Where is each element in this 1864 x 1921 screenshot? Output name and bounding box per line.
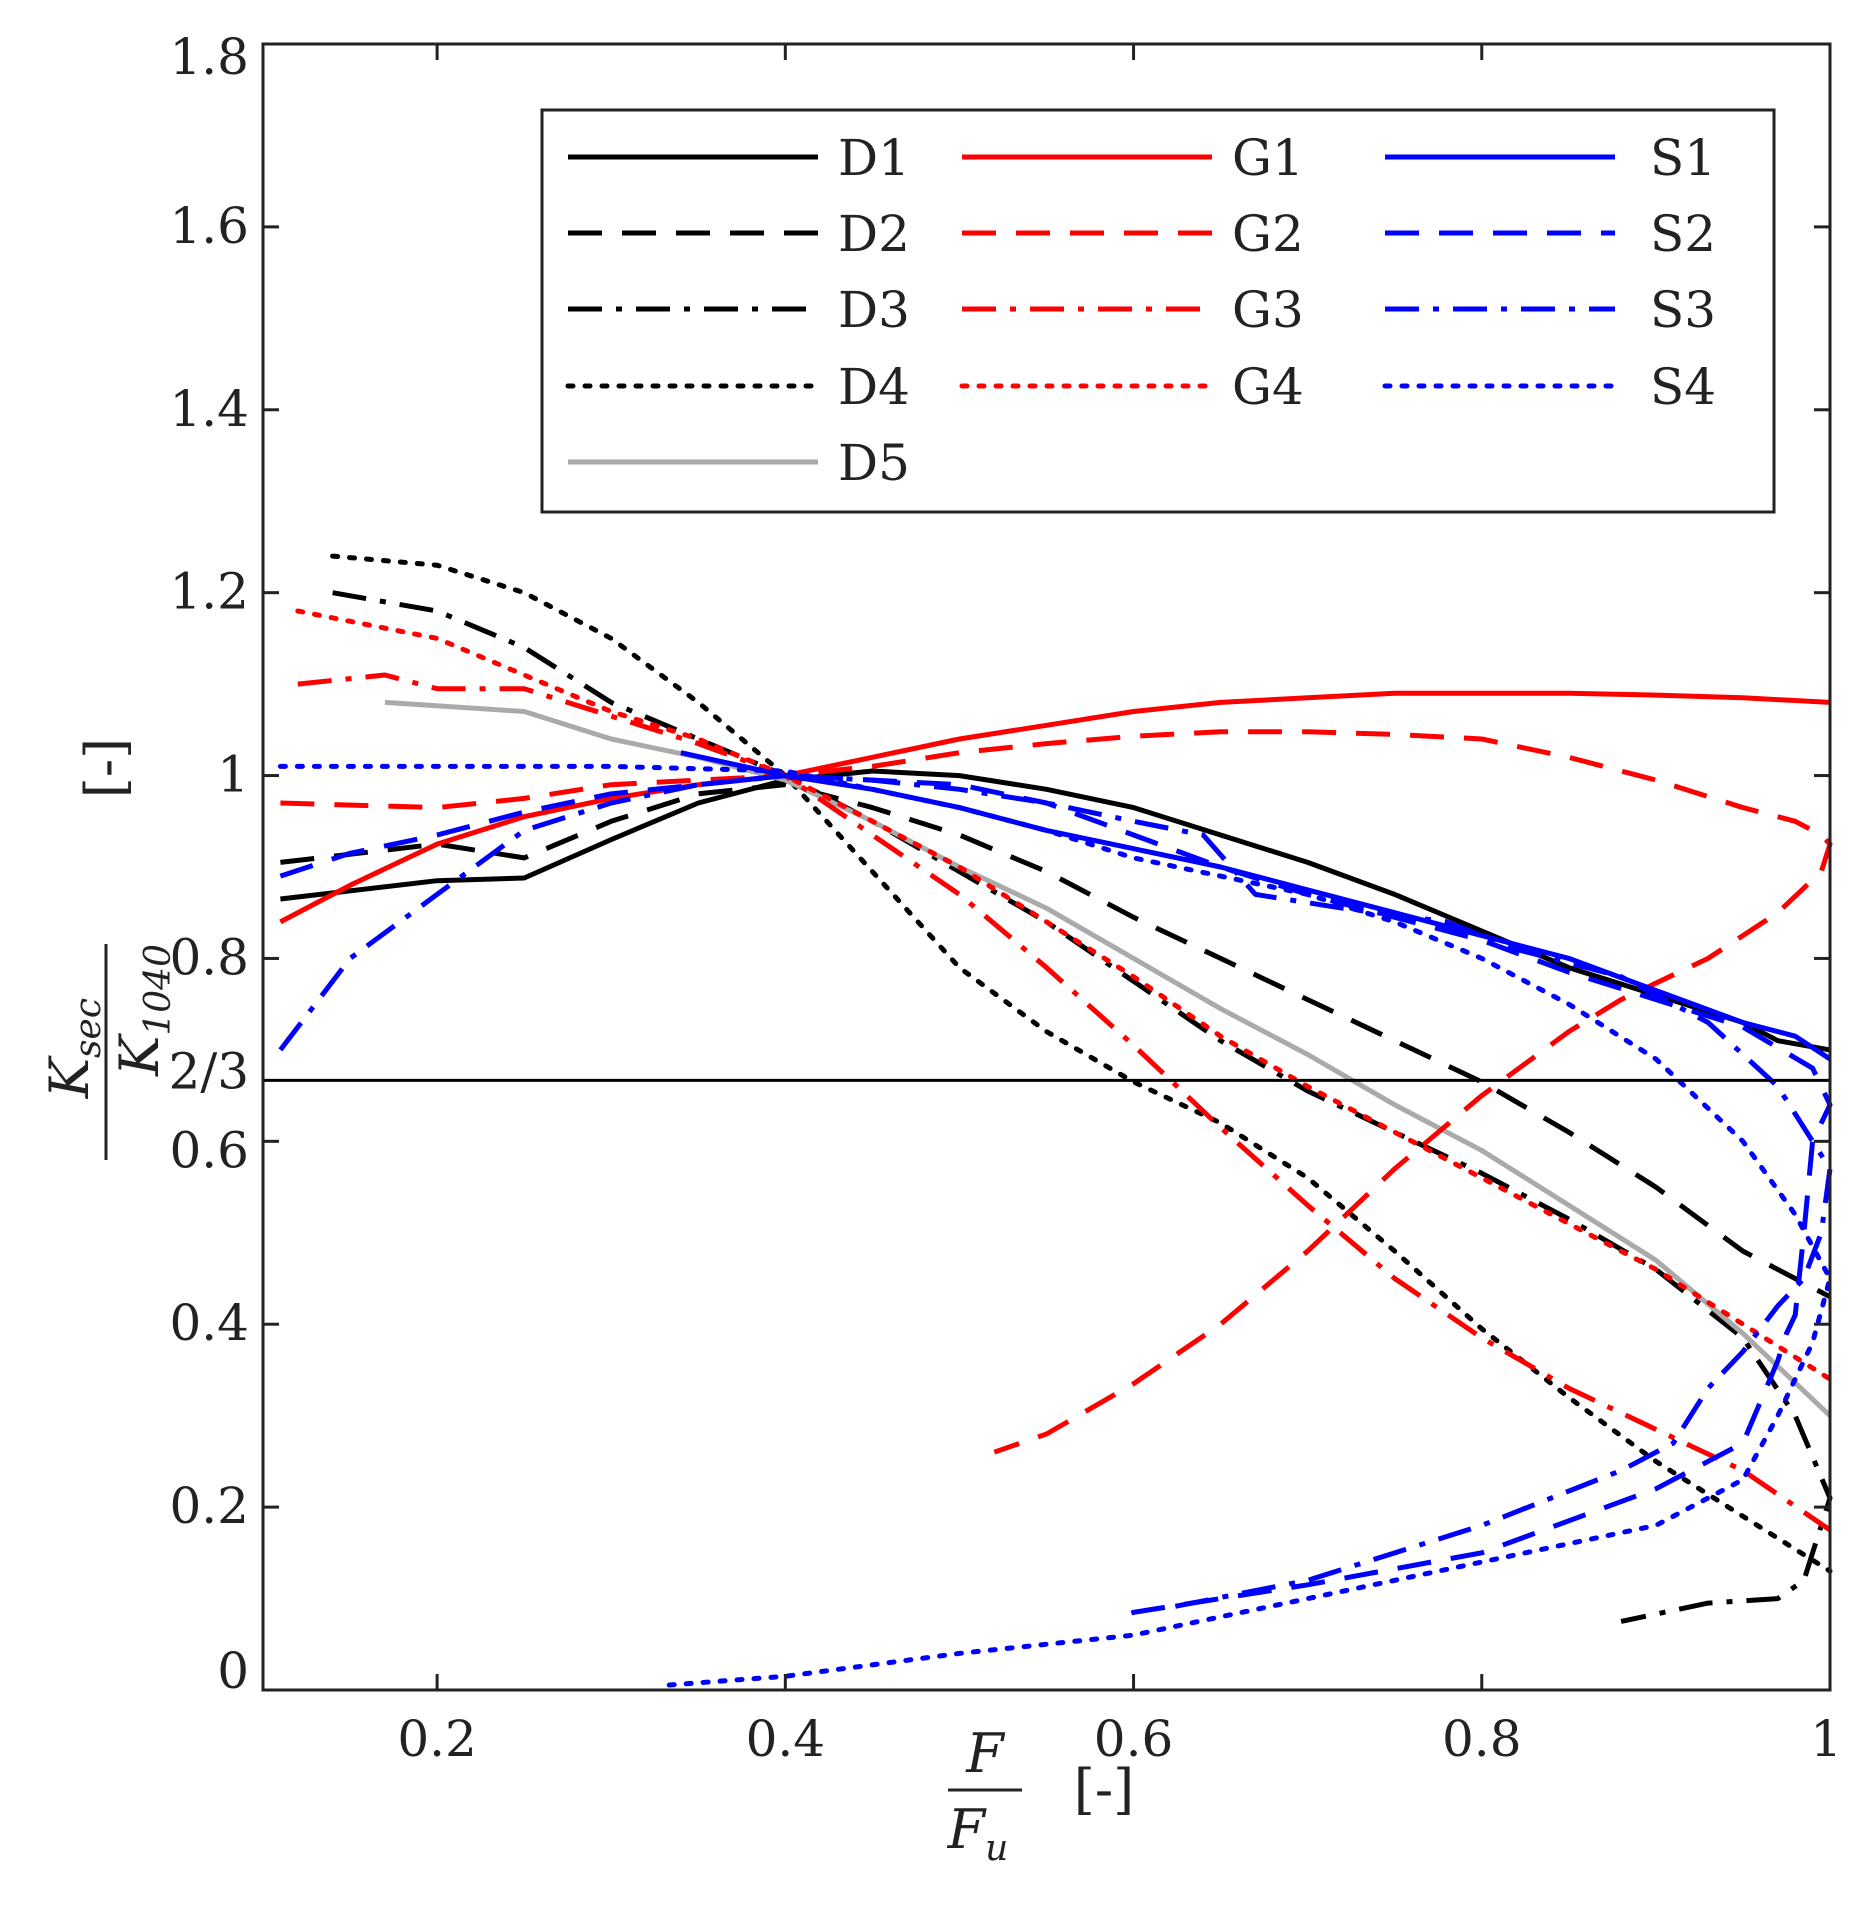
- y-tick-label: 0.2: [169, 1477, 249, 1535]
- y-label-denominator: K1040: [108, 944, 179, 1077]
- y-axis: 0 0.2 0.4 0.6 0.8 1 1.2 1.4 1.6 1.8: [169, 28, 1830, 1700]
- x-tick-label: 0.8: [1442, 1710, 1522, 1768]
- x-label-numerator: F: [965, 1722, 1006, 1785]
- y-tick-label: 1.6: [169, 197, 249, 255]
- x-axis: 0.2 0.4 0.6 0.8 1: [397, 44, 1842, 1768]
- series-line-g1: [279, 690, 1831, 925]
- x-axis-label: F Fu [-]: [947, 1722, 1135, 1869]
- y-tick-label: 0: [217, 1642, 249, 1700]
- y-tick-label: 0.6: [169, 1121, 249, 1179]
- x-tick-label: 0.2: [397, 1710, 477, 1768]
- x-tick-label: 0.4: [746, 1710, 826, 1768]
- plot-frame: [261, 42, 1832, 1692]
- reference-line-group: 2/3: [169, 1042, 1830, 1100]
- y-tick-label: 0.4: [169, 1294, 249, 1352]
- reference-line-label: 2/3: [169, 1042, 249, 1100]
- y-label-num-sub: sec: [68, 998, 109, 1058]
- y-label-num-main: K: [38, 1055, 101, 1099]
- legend-label-g2: G2: [1232, 205, 1304, 263]
- y-tick-label: 1.8: [169, 28, 249, 86]
- series-line-s4: [277, 763, 1833, 1688]
- y-label-den-sub: 1040: [138, 944, 179, 1036]
- legend-label-g1: G1: [1232, 129, 1304, 187]
- legend-label-d2: D2: [838, 205, 910, 263]
- legend-label-d4: D4: [838, 358, 910, 416]
- series-line-g3: [297, 672, 1832, 1533]
- y-tick-label: 1: [217, 746, 249, 804]
- legend-label-g3: G3: [1232, 281, 1304, 339]
- legend: D1 D2 D3 D4 D5 G1 G2 G3 G4 S1 S2 S3 S4: [540, 108, 1776, 514]
- legend-label-s3: S3: [1650, 281, 1716, 339]
- x-label-den-main: F: [947, 1798, 988, 1861]
- y-tick-label: 0.8: [169, 928, 249, 986]
- y-label-numerator: Ksec: [38, 998, 109, 1099]
- legend-label-d3: D3: [838, 281, 910, 339]
- x-label-denominator: Fu: [947, 1798, 1009, 1869]
- series-line-s1: [680, 750, 1832, 1062]
- series-line-s3: [278, 773, 1833, 1611]
- series-line-s2: [279, 773, 1833, 1620]
- y-label-den-main: K: [108, 1033, 171, 1077]
- legend-label-d1: D1: [838, 129, 910, 187]
- series-line-g2: [280, 729, 1833, 1455]
- legend-label-s2: S2: [1650, 205, 1716, 263]
- x-tick-label: 1: [1810, 1710, 1842, 1768]
- legend-box: [540, 108, 1776, 514]
- x-label-den-sub: u: [985, 1828, 1008, 1869]
- plot-lines: [277, 553, 1833, 1688]
- y-axis-label: Ksec K1040 [-]: [38, 738, 179, 1160]
- series-line-d4: [330, 553, 1833, 1574]
- legend-label-s1: S1: [1650, 129, 1716, 187]
- series-line-d5: [384, 699, 1832, 1418]
- y-label-unit: [-]: [74, 738, 137, 798]
- legend-label-d5: D5: [838, 434, 910, 492]
- legend-label-s4: S4: [1650, 358, 1716, 416]
- series-line-d2: [280, 782, 1832, 1300]
- x-label-unit: [-]: [1074, 1758, 1134, 1821]
- y-tick-label: 1.2: [169, 563, 249, 621]
- y-tick-label: 1.4: [169, 380, 249, 438]
- series-line-g4: [295, 608, 1833, 1382]
- legend-label-g4: G4: [1232, 358, 1304, 416]
- x-tick-label: 0.6: [1094, 1710, 1174, 1768]
